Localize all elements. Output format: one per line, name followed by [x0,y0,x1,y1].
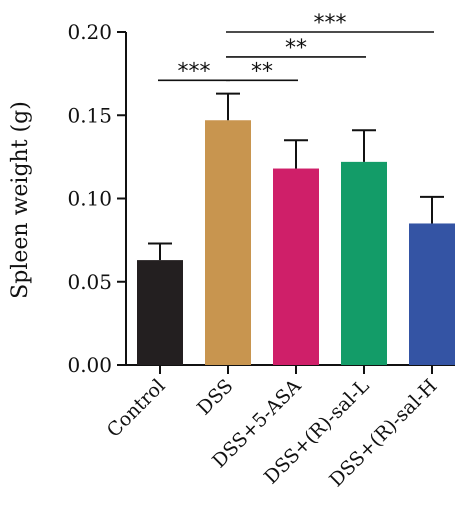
x-axis: Control DSSDSS+5-ASADSS+(R)-sal-LDSS+(R)-… [103,364,455,491]
bar [205,120,251,366]
bar [409,223,455,365]
x-tick-label: DSS [193,375,238,420]
significance-label: *** [314,11,347,36]
significance-label: ** [251,59,273,84]
bar [273,168,319,365]
y-tick-label: 0.00 [67,353,112,377]
y-tick-label: 0.15 [67,103,112,127]
bar [137,260,183,365]
error-bars [148,92,444,261]
significance-annotations: *** ******* [158,11,434,84]
y-tick-label: 0.05 [67,270,112,294]
y-axis-title: Spleen weight (g) [8,101,33,299]
significance-label: *** [178,59,211,84]
bar [341,161,387,365]
significance-label: ** [285,36,307,61]
x-tick-label: Control [103,375,170,442]
y-tick-label: 0.20 [67,20,112,44]
y-axis: 0.00 0.05 0.10 0.15 0.20 [67,20,127,377]
y-tick-label: 0.10 [67,187,112,211]
bars [137,120,455,366]
